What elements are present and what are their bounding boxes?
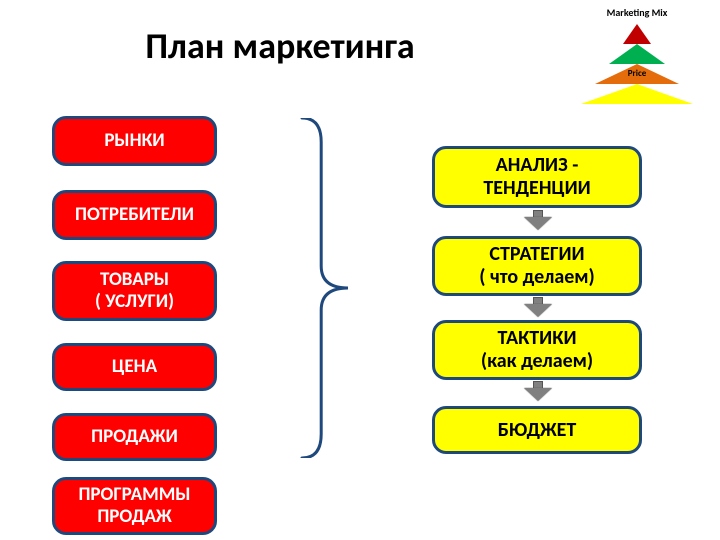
left-box: ЦЕНА	[52, 343, 217, 391]
left-box: ТОВАРЫ ( УСЛУГИ)	[52, 261, 217, 321]
right-box: СТРАТЕГИИ ( что делаем)	[432, 236, 642, 296]
left-box: ПРОДАЖИ	[52, 413, 217, 461]
right-box: БЮДЖЕТ	[432, 406, 642, 454]
left-box: ПРОГРАММЫ ПРОДАЖ	[52, 477, 217, 535]
page-title: План маркетинга	[0, 24, 560, 68]
pyramid-caption: Marketing Mix	[572, 6, 702, 19]
marketing-mix-pyramid: Marketing Mix Price	[572, 6, 702, 118]
left-box: РЫНКИ	[52, 116, 217, 166]
right-box: ТАКТИКИ (как делаем)	[432, 320, 642, 380]
left-box: ПОТРЕБИТЕЛИ	[52, 190, 217, 240]
pyramid-tier-label: Price	[572, 68, 702, 79]
right-box: АНАЛИЗ - ТЕНДЕНЦИИ	[432, 146, 642, 208]
brace-connector	[296, 118, 352, 458]
